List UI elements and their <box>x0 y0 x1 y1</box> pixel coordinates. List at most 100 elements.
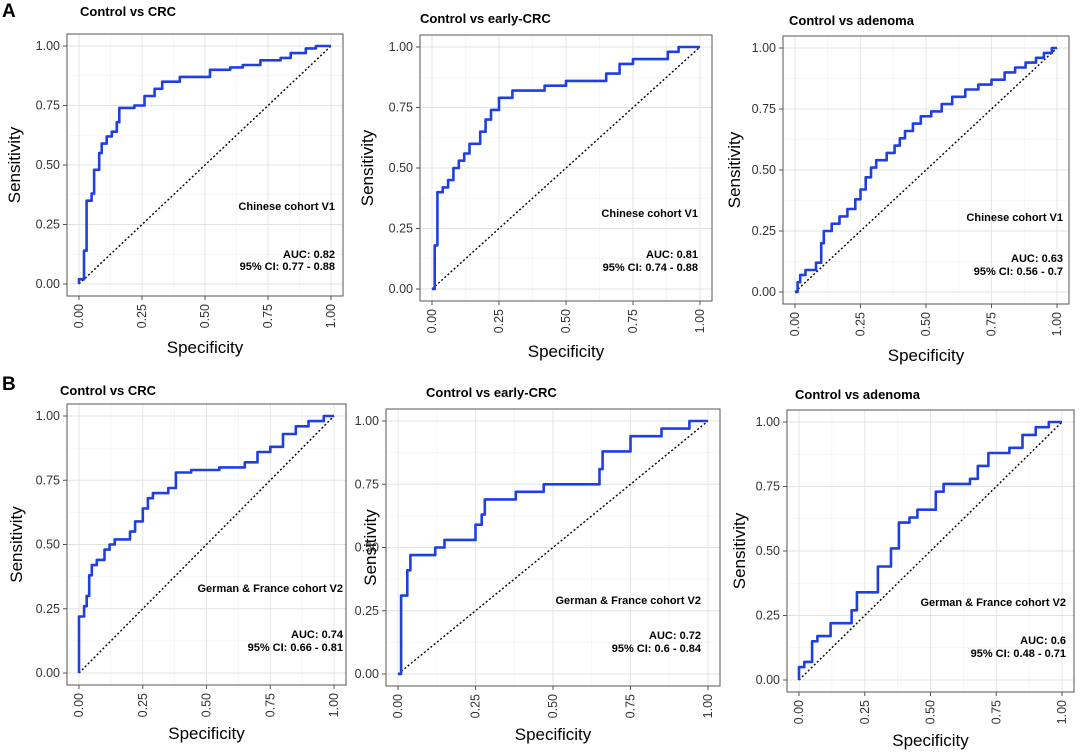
chart-2 <box>416 34 713 305</box>
chart-title: Control vs early-CRC <box>420 11 551 26</box>
cohort-label: Chinese cohort V1 <box>601 208 698 220</box>
auc-label: AUC: 0.82 <box>283 249 335 261</box>
auc-label: AUC: 0.72 <box>649 630 701 642</box>
x-tick-label: 0.50 <box>198 304 212 328</box>
y-tick-label: 0.75 <box>752 102 776 116</box>
ci-label: 95% CI: 0.6 - 0.84 <box>612 643 702 655</box>
y-tick-label: 0.25 <box>389 222 413 236</box>
y-tick-label: 0.75 <box>36 99 60 113</box>
y-tick-label: 1.00 <box>36 409 60 423</box>
y-tick-label: 0.75 <box>36 473 60 487</box>
y-tick-label: 0.50 <box>752 163 776 177</box>
ci-label: 95% CI: 0.56 - 0.7 <box>974 266 1063 278</box>
x-tick-label: 1.00 <box>327 693 341 717</box>
chart-1 <box>63 33 344 300</box>
diagonal-reference-line <box>78 415 335 674</box>
cohort-label: German & France cohort V2 <box>198 583 344 595</box>
y-tick-label: 0.00 <box>36 666 60 680</box>
diagonal-reference-line <box>78 45 332 285</box>
y-axis-label: Sensitivity <box>358 129 377 206</box>
y-tick-label: 0.25 <box>756 609 780 623</box>
x-axis-label: Specificity <box>892 731 969 750</box>
chart-title: Control vs early-CRC <box>426 385 557 400</box>
y-tick-label: 0.25 <box>36 602 60 616</box>
diagonal-reference-line <box>794 47 1058 293</box>
y-tick-label: 1.00 <box>355 414 379 428</box>
x-tick-label: 1.00 <box>1050 312 1064 336</box>
y-tick-label: 0.00 <box>36 277 60 291</box>
x-tick-label: 0.50 <box>924 700 938 724</box>
cohort-label: German & France cohort V2 <box>921 597 1067 609</box>
cohort-label: Chinese cohort V1 <box>238 201 335 213</box>
x-tick-label: 1.00 <box>693 309 707 333</box>
cohort-label: German & France cohort V2 <box>556 595 702 607</box>
chart-title: Control vs adenoma <box>789 13 915 28</box>
panel-label-a: A <box>2 1 16 22</box>
chart-5 <box>382 408 721 690</box>
x-tick-label: 0.00 <box>788 312 802 336</box>
y-tick-label: 0.75 <box>389 101 413 115</box>
y-tick-label: 0.50 <box>36 158 60 172</box>
x-tick-label: 1.00 <box>1055 700 1069 724</box>
chart-3 <box>779 35 1070 308</box>
diagonal-reference-line <box>397 420 709 675</box>
y-tick-label: 0.00 <box>752 285 776 299</box>
auc-label: AUC: 0.63 <box>1011 253 1063 265</box>
y-tick-label: 0.00 <box>355 667 379 681</box>
y-axis-label: Sensitivity <box>730 512 749 589</box>
x-tick-label: 1.00 <box>701 694 715 718</box>
x-tick-label: 0.50 <box>546 694 560 718</box>
y-tick-label: 1.00 <box>756 415 780 429</box>
y-tick-label: 0.25 <box>355 604 379 618</box>
x-tick-label: 0.25 <box>492 309 506 333</box>
panel-label-b: B <box>2 374 16 395</box>
x-axis-label: Specificity <box>528 342 605 361</box>
x-axis-label: Specificity <box>168 724 245 743</box>
x-axis-label: Specificity <box>515 725 592 744</box>
y-axis-label: Sensitivity <box>7 506 26 583</box>
ci-label: 95% CI: 0.77 - 0.88 <box>240 261 335 273</box>
x-axis-label: Specificity <box>888 346 965 365</box>
y-tick-label: 0.00 <box>756 673 780 687</box>
y-axis-label: Sensitivity <box>725 131 744 208</box>
roc-curve <box>795 46 1057 294</box>
x-tick-label: 0.00 <box>792 700 806 724</box>
x-tick-label: 0.50 <box>200 693 214 717</box>
y-tick-label: 1.00 <box>389 40 413 54</box>
x-tick-label: 0.25 <box>136 693 150 717</box>
x-tick-label: 0.75 <box>624 694 638 718</box>
roc-curve <box>398 419 708 676</box>
x-tick-label: 0.00 <box>391 694 405 718</box>
x-tick-label: 0.00 <box>72 693 86 717</box>
y-tick-label: 0.00 <box>389 282 413 296</box>
x-tick-label: 0.50 <box>919 312 933 336</box>
x-tick-label: 0.50 <box>559 309 573 333</box>
auc-label: AUC: 0.6 <box>1020 635 1066 647</box>
y-tick-label: 0.50 <box>756 544 780 558</box>
auc-label: AUC: 0.74 <box>291 629 344 641</box>
x-tick-label: 0.75 <box>261 304 275 328</box>
auc-label: AUC: 0.81 <box>646 249 698 261</box>
x-tick-label: 0.25 <box>858 700 872 724</box>
x-tick-label: 0.25 <box>854 312 868 336</box>
chart-title: Control vs CRC <box>60 383 157 398</box>
x-tick-label: 1.00 <box>324 304 338 328</box>
ci-label: 95% CI: 0.48 - 0.71 <box>971 648 1066 660</box>
y-tick-label: 1.00 <box>36 39 60 53</box>
y-tick-label: 0.75 <box>756 480 780 494</box>
ci-label: 95% CI: 0.66 - 0.81 <box>248 642 343 654</box>
chart-6 <box>783 409 1075 696</box>
y-tick-label: 0.50 <box>389 161 413 175</box>
y-tick-label: 0.25 <box>752 224 776 238</box>
diagonal-reference-line <box>431 46 701 290</box>
x-tick-label: 0.00 <box>425 309 439 333</box>
x-tick-label: 0.75 <box>263 693 277 717</box>
chart-title: Control vs CRC <box>80 4 177 19</box>
x-tick-label: 0.75 <box>985 312 999 336</box>
ci-label: 95% CI: 0.74 - 0.88 <box>603 262 698 274</box>
x-tick-label: 0.75 <box>626 309 640 333</box>
x-tick-label: 0.75 <box>989 700 1003 724</box>
x-tick-label: 0.25 <box>469 694 483 718</box>
diagonal-reference-line <box>798 421 1063 681</box>
